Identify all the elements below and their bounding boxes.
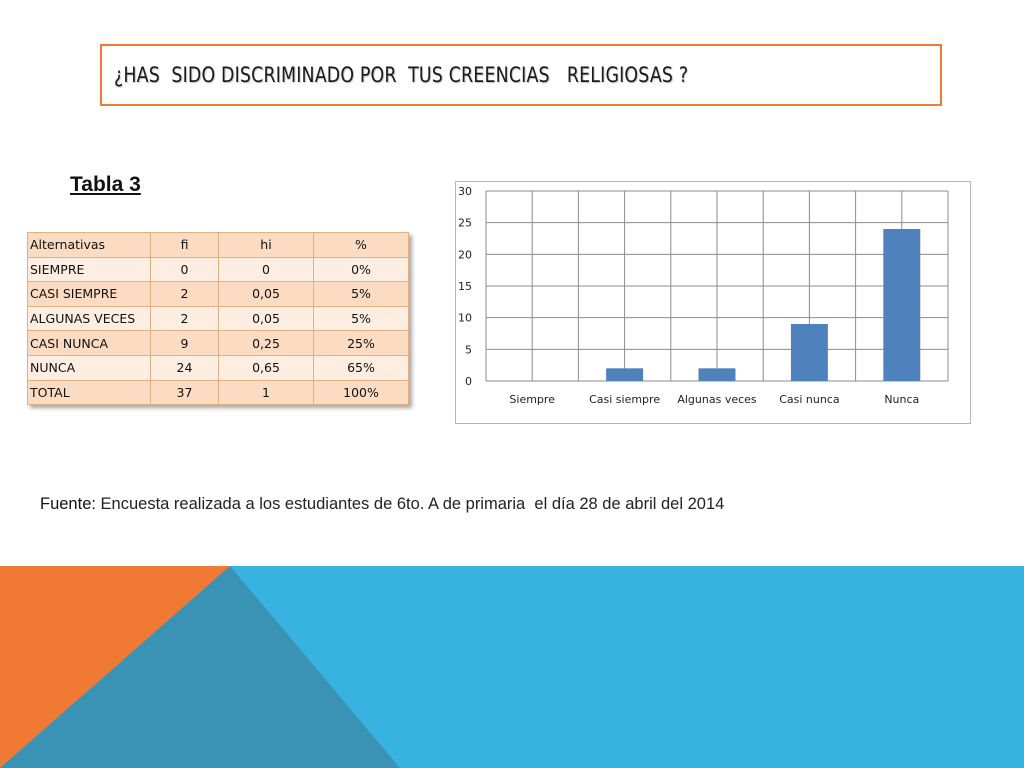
data-table: Alternativas fi hi% SIEMPRE 0 0 0% CASI SIEMPRE… [27, 232, 409, 406]
bar [883, 229, 921, 381]
table-cell: 0,65 [218, 354, 314, 381]
table-cell: CASI NUNCA [27, 330, 151, 356]
table-cell: 9 [150, 330, 219, 356]
table-label: Tabla 3 [70, 173, 141, 196]
table-row: TOTAL 37 1 100% [27, 379, 409, 406]
table-header-cell: fi [150, 232, 219, 258]
slide-title: ¿HAS SIDO DISCRIMINADO POR TUS CREENCIAS… [114, 63, 689, 87]
table-row: SIEMPRE 0 0 0% [27, 256, 409, 283]
table-cell: TOTAL [27, 379, 151, 406]
table-cell: 5% [313, 281, 409, 307]
table-row: NUNCA 24 0,65 65% [27, 354, 409, 381]
table-cell: 1 [218, 379, 314, 406]
table-cell: 2 [150, 281, 219, 307]
table-header-cell: hi [218, 232, 314, 258]
title-box: ¿HAS SIDO DISCRIMINADO POR TUS CREENCIAS… [100, 44, 942, 106]
table-cell: 2 [150, 305, 219, 332]
table-cell: 24 [150, 354, 219, 381]
bar [790, 324, 828, 381]
y-tick-label: 15 [458, 280, 472, 293]
x-tick-label: Casi nunca [779, 393, 839, 406]
table-row: CASI SIEMPRE 2 0,05 5% [27, 281, 409, 307]
x-tick-label: Casi siempre [589, 393, 660, 406]
table-cell: 65% [313, 354, 409, 381]
table-cell: 0% [313, 256, 409, 283]
table-cell: CASI SIEMPRE [27, 281, 151, 307]
y-tick-label: 5 [465, 343, 472, 356]
x-tick-label: Nunca [884, 393, 919, 406]
bar [606, 368, 644, 381]
table-cell: 100% [313, 379, 409, 406]
x-tick-label: Algunas veces [677, 393, 757, 406]
table-cell: ALGUNAS VECES [27, 305, 151, 332]
table-header-cell: % [313, 232, 409, 258]
table-cell: 0,25 [218, 330, 314, 356]
table-cell: 0,05 [218, 305, 314, 332]
source-label: Fuente: [40, 495, 96, 513]
y-tick-label: 0 [465, 375, 472, 388]
table-cell: 0,05 [218, 281, 314, 307]
footer-dark-triangle [0, 566, 400, 768]
table-header-cell: Alternativas [27, 232, 151, 258]
y-tick-label: 25 [458, 217, 472, 230]
x-tick-label: Siempre [509, 393, 555, 406]
table-cell: NUNCA [27, 354, 151, 381]
footer-decoration [0, 566, 1024, 768]
table-cell: 37 [150, 379, 219, 406]
y-tick-label: 10 [458, 312, 472, 325]
table-cell: 0 [150, 256, 219, 283]
chart-frame: 0 5 10 15 20 25 30 Siempre Casi siempre Algunas v… [455, 181, 971, 424]
table-row: CASI NUNCA 9 0,25 25% [27, 330, 409, 356]
bar [698, 368, 736, 381]
y-tick-label: 20 [458, 248, 472, 261]
table-row: ALGUNAS VECES 2 0,05 5% [27, 305, 409, 332]
source-note: Fuente: Encuesta realizada a los estudia… [40, 495, 724, 514]
table-cell: 5% [313, 305, 409, 332]
y-tick-label: 30 [458, 185, 472, 198]
bar-chart: 0 5 10 15 20 25 30 Siempre Casi siempre Algunas v… [458, 185, 949, 406]
source-text: Encuesta realizada a los estudiantes de … [95, 495, 725, 513]
table-cell: SIEMPRE [27, 256, 151, 283]
table-cell: 0 [218, 256, 314, 283]
table-cell: 25% [313, 330, 409, 356]
table-header-row: Alternativas fi hi% [27, 232, 409, 258]
